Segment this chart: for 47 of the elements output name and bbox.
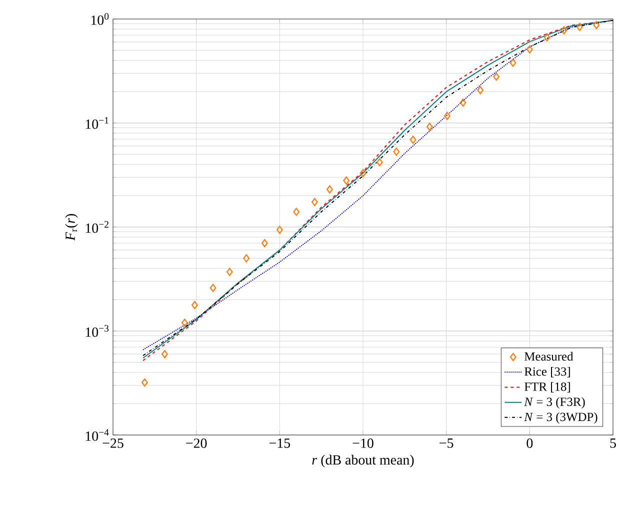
x-tick-label: −20 <box>186 438 207 448</box>
x-tick-label: −5 <box>440 438 454 448</box>
y-tick-label: 10$^{−1}$ <box>86 117 108 129</box>
point <box>276 226 283 234</box>
legend-label: Rice [33] <box>524 367 570 378</box>
point <box>460 98 466 107</box>
point <box>426 122 433 131</box>
point <box>526 45 533 54</box>
x-axis-title: r (dB about mean) <box>312 454 414 468</box>
y-tick-label: 10$^{0}$ <box>91 13 109 25</box>
x-tick-label: −10 <box>352 438 374 448</box>
point <box>544 33 550 42</box>
point <box>376 158 383 166</box>
point <box>261 239 268 248</box>
legend-label: N = 3 (3WDP) <box>524 412 598 424</box>
point <box>410 136 416 144</box>
x-tick-label: 5 <box>610 438 616 448</box>
x-tick-label: −15 <box>269 438 290 448</box>
point <box>226 268 233 276</box>
point <box>477 86 484 94</box>
y-tick-label: 10$^{−4}$ <box>86 429 109 441</box>
point <box>360 169 366 178</box>
point <box>181 318 188 327</box>
point <box>593 20 600 30</box>
point <box>560 26 568 34</box>
legend-label: Measured <box>524 352 574 361</box>
point <box>493 72 500 81</box>
y-axis-title: F$_{r}$(r) <box>65 214 78 241</box>
point <box>393 148 400 156</box>
y-tick-label: 10$^{−2}$ <box>86 221 108 233</box>
point <box>161 350 168 358</box>
point <box>191 300 198 310</box>
point <box>343 176 350 185</box>
x-tick-label: 0 <box>526 438 533 448</box>
point <box>326 185 333 194</box>
x-tick-label: −25 <box>102 438 124 448</box>
point <box>311 198 318 206</box>
point <box>141 378 148 387</box>
point <box>293 208 300 216</box>
y-tick-label: 10$^{−3}$ <box>86 325 109 337</box>
point <box>510 58 516 67</box>
point <box>576 22 583 31</box>
legend-label: FTR [18] <box>524 382 570 392</box>
point <box>210 284 216 292</box>
legend-label: N = 3 (F3R) <box>524 397 585 409</box>
point <box>243 254 250 262</box>
point <box>444 112 450 120</box>
